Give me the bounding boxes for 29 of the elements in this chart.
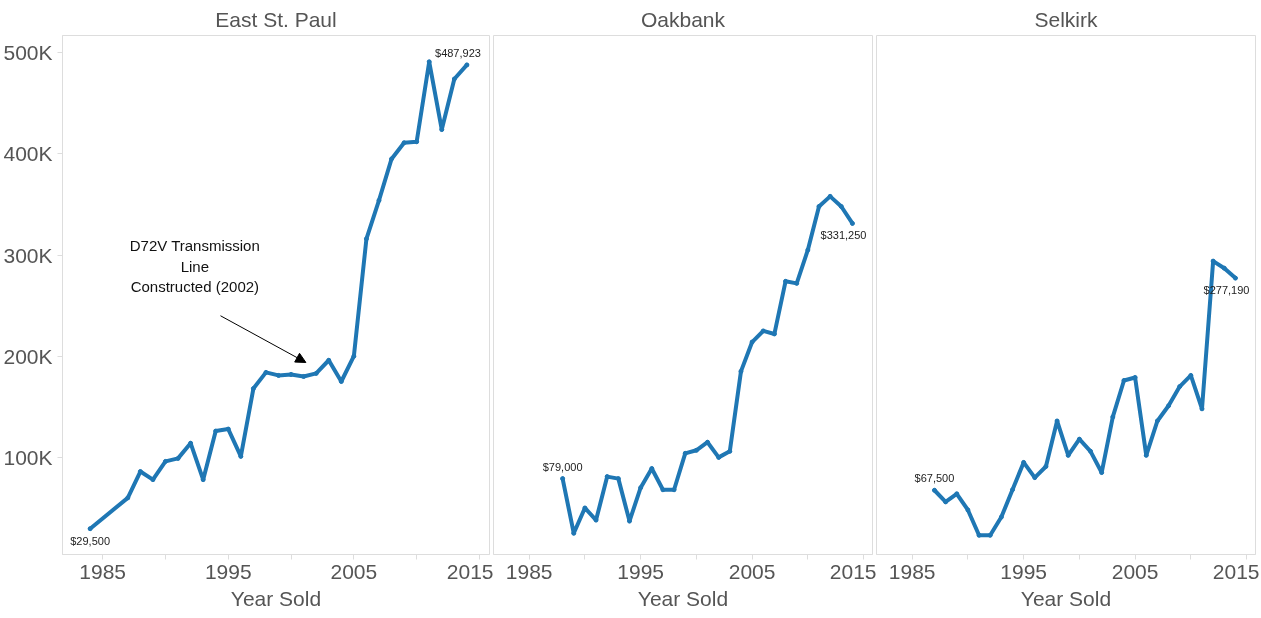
x-tick-label: 2015 bbox=[1212, 559, 1260, 583]
x-axis-title: Year Sold bbox=[637, 586, 729, 610]
data-label: $79,000 bbox=[542, 460, 583, 473]
x-tick-label: 2005 bbox=[1111, 559, 1159, 583]
chart-title: Selkirk bbox=[1034, 7, 1099, 31]
data-label: $67,500 bbox=[914, 472, 955, 485]
y-tick-label: 500K bbox=[3, 41, 53, 65]
x-tick-label: 1985 bbox=[888, 559, 936, 583]
x-tick-label: 1995 bbox=[617, 559, 664, 583]
x-tick-label: 2005 bbox=[728, 559, 776, 583]
chart-title: East St. Paul bbox=[215, 7, 337, 31]
data-label: $487,923 bbox=[435, 46, 481, 59]
x-tick-label: 1995 bbox=[1000, 559, 1047, 583]
x-tick-label: 2015 bbox=[446, 559, 494, 583]
y-tick-label: 200K bbox=[3, 344, 53, 368]
x-axis-title: Year Sold bbox=[230, 586, 322, 610]
annotation: D72V Transmission Line Constructed (2002) bbox=[129, 237, 260, 295]
chart-title: Oakbank bbox=[640, 7, 726, 31]
x-tick-label: 2005 bbox=[330, 559, 378, 583]
x-tick-label: 1995 bbox=[204, 559, 252, 583]
data-label: $29,500 bbox=[70, 534, 111, 547]
y-tick-label: 400K bbox=[3, 142, 53, 166]
data-label: $331,250 bbox=[820, 229, 867, 242]
y-tick-label: 100K bbox=[3, 445, 53, 469]
x-tick-label: 1985 bbox=[505, 559, 553, 583]
x-axis-title: Year Sold bbox=[1020, 586, 1112, 610]
x-tick-label: 2015 bbox=[829, 559, 877, 583]
x-tick-label: 1985 bbox=[79, 559, 127, 583]
y-tick-label: 300K bbox=[3, 243, 53, 267]
